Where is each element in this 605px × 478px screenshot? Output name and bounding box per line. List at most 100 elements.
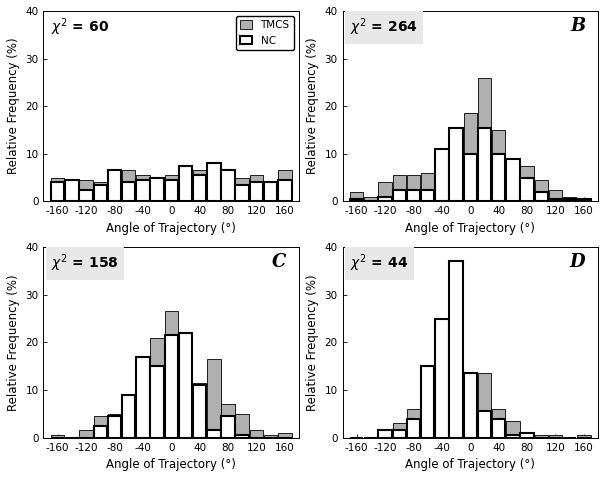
Bar [51, 183, 64, 201]
Bar [193, 171, 206, 201]
Bar [463, 373, 477, 438]
Bar [364, 196, 378, 201]
Bar [235, 435, 249, 438]
Bar [407, 189, 420, 201]
Bar [535, 435, 548, 438]
Bar [393, 189, 406, 201]
Bar [235, 185, 249, 201]
Bar [478, 412, 491, 438]
Bar [79, 431, 93, 438]
Bar [435, 163, 449, 201]
Bar [250, 431, 263, 438]
Bar [492, 409, 505, 438]
Text: $\chi^2$ = 158: $\chi^2$ = 158 [51, 253, 119, 274]
Bar [421, 173, 434, 201]
X-axis label: Angle of Trajectory (°): Angle of Trajectory (°) [106, 458, 236, 471]
Bar [178, 166, 192, 201]
Bar [506, 159, 520, 201]
Bar [563, 196, 577, 201]
Bar [421, 189, 434, 201]
Bar [520, 433, 534, 438]
Bar [207, 431, 221, 438]
Text: $\chi^2$ = 44: $\chi^2$ = 44 [350, 253, 408, 274]
Bar [264, 183, 277, 201]
Bar [463, 113, 477, 201]
Bar [421, 366, 434, 438]
Bar [65, 180, 79, 201]
Bar [478, 373, 491, 438]
Bar [193, 383, 206, 438]
Bar [463, 154, 477, 201]
Bar [350, 199, 364, 201]
Bar [378, 435, 392, 438]
Bar [378, 431, 392, 438]
Bar [150, 337, 164, 438]
Bar [549, 435, 562, 438]
Bar [563, 199, 577, 201]
Bar [221, 171, 235, 201]
X-axis label: Angle of Trajectory (°): Angle of Trajectory (°) [106, 222, 236, 235]
Bar [165, 180, 178, 201]
Bar [250, 175, 263, 201]
Bar [506, 421, 520, 438]
Bar [378, 183, 392, 201]
Bar [79, 189, 93, 201]
Bar [393, 431, 406, 438]
Y-axis label: Relative Frequency (%): Relative Frequency (%) [7, 38, 20, 174]
Text: $\chi^2$ = 60: $\chi^2$ = 60 [51, 17, 109, 38]
Y-axis label: Relative Frequency (%): Relative Frequency (%) [7, 274, 20, 411]
Bar [549, 199, 562, 201]
Bar [549, 189, 562, 201]
Bar [407, 409, 420, 438]
X-axis label: Angle of Trajectory (°): Angle of Trajectory (°) [405, 222, 535, 235]
Bar [278, 433, 292, 438]
Bar [178, 335, 192, 438]
Bar [150, 366, 164, 438]
Bar [235, 414, 249, 438]
Bar [221, 171, 235, 201]
Bar [108, 171, 121, 201]
Bar [108, 171, 121, 201]
Bar [193, 175, 206, 201]
Bar [207, 359, 221, 438]
Bar [350, 192, 364, 201]
Bar [278, 180, 292, 201]
Bar [378, 196, 392, 201]
Y-axis label: Relative Frequency (%): Relative Frequency (%) [306, 274, 319, 411]
Bar [450, 261, 463, 438]
Bar [221, 416, 235, 438]
Bar [94, 426, 107, 438]
Bar [264, 183, 277, 201]
Bar [492, 154, 505, 201]
Bar [577, 435, 590, 438]
Bar [520, 178, 534, 201]
Y-axis label: Relative Frequency (%): Relative Frequency (%) [306, 38, 319, 174]
Bar [535, 180, 548, 201]
Bar [506, 159, 520, 201]
Bar [221, 404, 235, 438]
Bar [136, 180, 149, 201]
Bar [136, 175, 149, 201]
Bar [51, 178, 64, 201]
Bar [165, 335, 178, 438]
Bar [178, 175, 192, 201]
Bar [278, 171, 292, 201]
Bar [407, 419, 420, 438]
Bar [435, 319, 449, 438]
Bar [577, 199, 590, 201]
Bar [435, 149, 449, 201]
Bar [235, 178, 249, 201]
X-axis label: Angle of Trajectory (°): Angle of Trajectory (°) [405, 458, 535, 471]
Bar [478, 128, 491, 201]
Bar [108, 416, 121, 438]
Bar [51, 435, 64, 438]
Bar [535, 192, 548, 201]
Bar [577, 199, 590, 201]
Bar [506, 435, 520, 438]
Bar [165, 312, 178, 438]
Bar [520, 433, 534, 438]
Bar [450, 128, 463, 201]
Bar [178, 333, 192, 438]
Bar [421, 366, 434, 438]
Bar [94, 183, 107, 201]
